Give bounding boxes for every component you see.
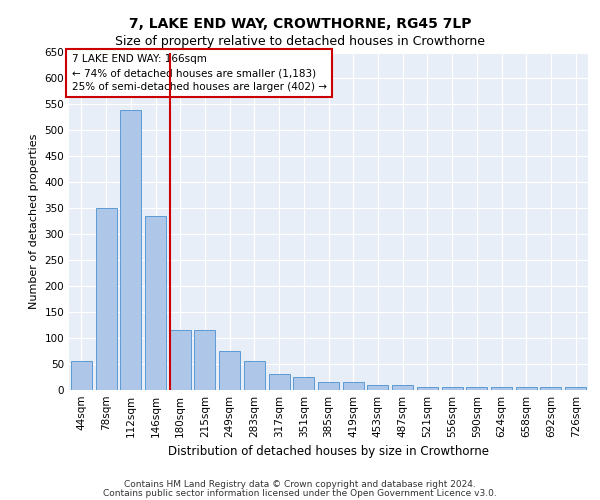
Bar [516,388,537,390]
Bar [95,208,116,390]
Bar [491,388,512,390]
Text: Contains public sector information licensed under the Open Government Licence v3: Contains public sector information licen… [103,488,497,498]
Text: Size of property relative to detached houses in Crowthorne: Size of property relative to detached ho… [115,35,485,48]
Text: 7, LAKE END WAY, CROWTHORNE, RG45 7LP: 7, LAKE END WAY, CROWTHORNE, RG45 7LP [129,18,471,32]
Bar [392,385,413,390]
Bar [442,388,463,390]
Bar [120,110,141,390]
Bar [293,377,314,390]
Bar [417,388,438,390]
Bar [194,330,215,390]
Bar [219,351,240,390]
Bar [71,362,92,390]
Bar [145,216,166,390]
Bar [269,374,290,390]
Bar [466,388,487,390]
Bar [367,385,388,390]
Bar [343,382,364,390]
Bar [541,388,562,390]
Text: Contains HM Land Registry data © Crown copyright and database right 2024.: Contains HM Land Registry data © Crown c… [124,480,476,489]
Bar [565,388,586,390]
Bar [244,362,265,390]
X-axis label: Distribution of detached houses by size in Crowthorne: Distribution of detached houses by size … [168,446,489,458]
Text: 7 LAKE END WAY: 166sqm
← 74% of detached houses are smaller (1,183)
25% of semi-: 7 LAKE END WAY: 166sqm ← 74% of detached… [71,54,326,92]
Bar [170,330,191,390]
Bar [318,382,339,390]
Y-axis label: Number of detached properties: Number of detached properties [29,134,39,309]
